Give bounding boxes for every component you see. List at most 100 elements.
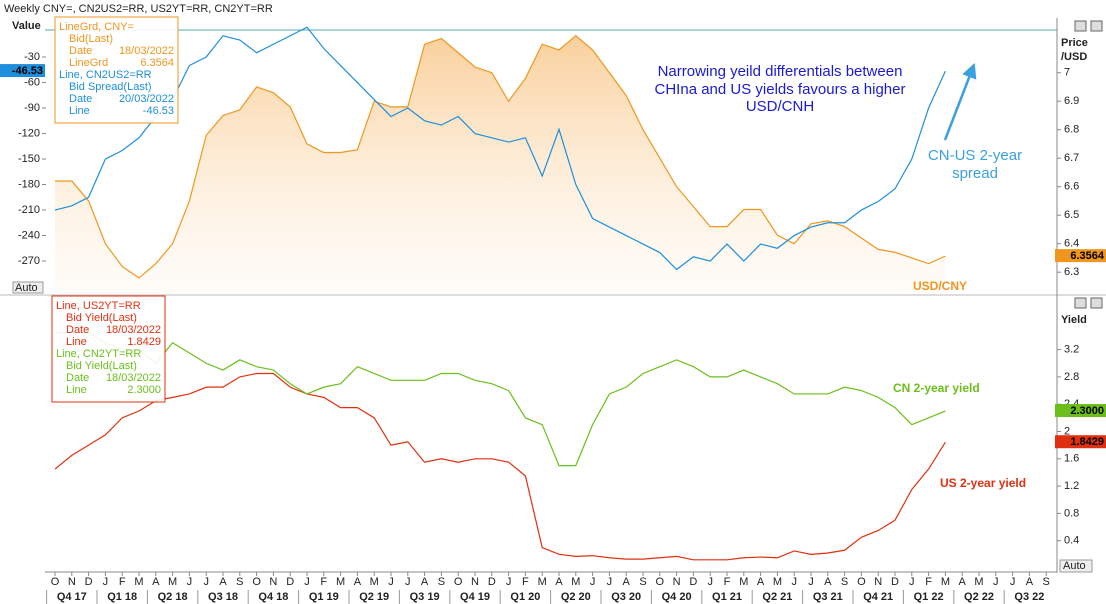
line (54, 26, 946, 271)
quarter-label: Q3 22 (1014, 591, 1044, 603)
x-tick-label: N (68, 576, 76, 588)
quarter-label: Q3 19 (410, 591, 440, 603)
info-box (54, 16, 179, 124)
x-tick-label: M (370, 576, 379, 588)
x-tick-label: A (959, 576, 967, 588)
x-tick-label: N (269, 576, 277, 588)
auto-label[interactable]: Auto (1063, 560, 1086, 572)
x-tick-label: N (471, 576, 479, 588)
quarter-label: Q4 19 (460, 591, 490, 603)
x-tick-label: J (909, 576, 915, 588)
annotation: CN 2-year yield (893, 381, 980, 395)
quarter-label: Q2 20 (561, 591, 591, 603)
panel-button[interactable] (1074, 20, 1087, 32)
value-tag-label: -46.53 (12, 65, 43, 77)
y-tick-label: -180 (18, 178, 40, 190)
x-tick-label: J (304, 576, 310, 588)
x-tick-label: J (203, 576, 209, 588)
auto-button[interactable] (1059, 559, 1093, 573)
y-tick-label: -30 (24, 51, 40, 63)
y-tick-label: -90 (24, 102, 40, 114)
quarter-label: Q3 18 (208, 591, 238, 603)
quarter-label: Q1 19 (309, 591, 339, 603)
x-tick-label: J (187, 576, 193, 588)
line (55, 331, 946, 467)
info-date: 18/03/2022 (106, 324, 161, 336)
x-tick-label: M (538, 576, 547, 588)
quarter-label: Q1 21 (712, 591, 742, 603)
auto-button[interactable] (12, 281, 44, 294)
y-axis-title: Yield (1061, 314, 1087, 326)
line (55, 34, 946, 279)
plot-area (54, 26, 946, 561)
info-name: Line, CN2US2=RR (59, 69, 152, 81)
y2-tick-label: 6.8 (1064, 124, 1079, 136)
quarter-label: Q2 19 (359, 591, 389, 603)
x-tick-label: O (454, 576, 463, 588)
x-tick-label: A (1026, 576, 1034, 588)
y-tick-label: -150 (18, 153, 40, 165)
quarter-label: Q1 20 (510, 591, 540, 603)
annotation: CHIna and US yields favours a higher (655, 81, 906, 98)
info-date-label: Date (66, 324, 89, 336)
info-date-label: Date (69, 93, 92, 105)
annotation: CN-US 2-year (928, 147, 1022, 164)
quarter-label: Q4 17 (57, 591, 87, 603)
info-value: 6.3564 (140, 57, 174, 69)
x-tick-label: A (623, 576, 631, 588)
value-tag-label: 2.3000 (1070, 405, 1104, 417)
y-tick-label: 1.2 (1064, 480, 1079, 492)
x-tick-label: D (85, 576, 93, 588)
arrow (943, 63, 977, 141)
x-tick-label: O (252, 576, 261, 588)
y-tick-label: -120 (18, 127, 40, 139)
info-field: Bid Yield(Last) (66, 312, 137, 324)
quarter-label: Q4 21 (863, 591, 893, 603)
x-tick-label: J (388, 576, 394, 588)
value-tag (0, 64, 45, 78)
x-tick-label: D (891, 576, 899, 588)
x-tick-label: J (506, 576, 512, 588)
x-tick-label: A (421, 576, 429, 588)
value-tag (1055, 249, 1106, 263)
quarter-label: Q3 21 (813, 591, 843, 603)
x-tick-label: J (808, 576, 814, 588)
info-date: 20/03/2022 (119, 93, 174, 105)
annotation: spread (952, 165, 998, 182)
x-tick-label: S (236, 576, 243, 588)
quarter-label: Q3 20 (611, 591, 641, 603)
x-tick-label: A (555, 576, 563, 588)
quarter-label: Q2 18 (158, 591, 188, 603)
x-tick-label: N (874, 576, 882, 588)
y-tick-label: 0.8 (1064, 507, 1079, 519)
x-tick-label: J (993, 576, 999, 588)
panel-button[interactable] (1074, 297, 1087, 309)
x-tick-label: M (168, 576, 177, 588)
chart-title: Weekly CNY=, CN2US2=RR, US2YT=RR, CN2YT=… (4, 3, 273, 15)
y-tick-label: -60 (24, 76, 40, 88)
auto-label[interactable]: Auto (15, 282, 38, 294)
annotation: USD/CNY (913, 279, 967, 293)
x-tick-label: N (673, 576, 681, 588)
panel-button[interactable] (1090, 20, 1103, 32)
x-tick-label: A (824, 576, 832, 588)
x-tick-label: A (757, 576, 765, 588)
y2-axis-title: /USD (1061, 51, 1087, 63)
x-tick-label: F (925, 576, 932, 588)
y2-tick-label: 6.4 (1064, 238, 1079, 250)
x-tick-label: S (639, 576, 646, 588)
info-box (51, 295, 166, 403)
x-tick-label: F (320, 576, 327, 588)
panel-button[interactable] (1090, 297, 1103, 309)
x-tick-label: O (857, 576, 866, 588)
y2-tick-label: 6.9 (1064, 95, 1079, 107)
y2-tick-label: 6.7 (1064, 152, 1079, 164)
info-value-label: Line (69, 105, 90, 117)
x-tick-label: J (405, 576, 411, 588)
x-tick-label: S (1043, 576, 1050, 588)
x-tick-label: F (724, 576, 731, 588)
x-tick-label: J (1010, 576, 1016, 588)
x-tick-label: J (607, 576, 613, 588)
info-date-label: Date (69, 45, 92, 57)
